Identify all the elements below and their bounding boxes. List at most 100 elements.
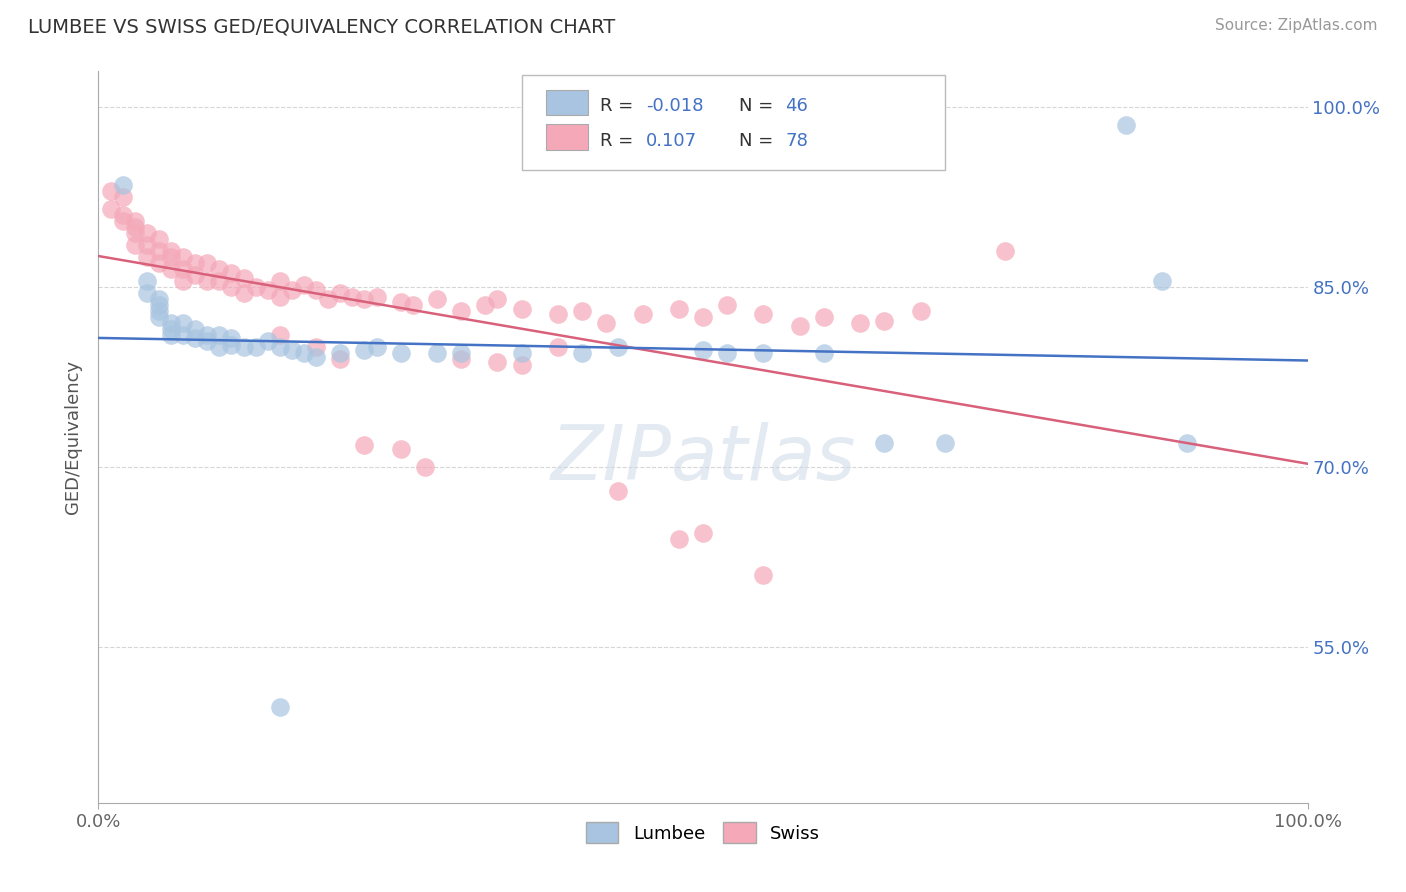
Point (716, 346, 738, 360)
Point (195, 274, 218, 288)
Point (994, 244, 1017, 259)
Point (124, 220, 146, 235)
Point (269, 290, 291, 304)
Point (135, 238, 157, 252)
Point (281, 283, 304, 297)
Point (716, 298, 738, 312)
Point (316, 292, 339, 306)
Point (172, 274, 194, 288)
Point (135, 250, 157, 264)
Text: R =: R = (600, 132, 640, 150)
Point (668, 301, 690, 316)
Point (148, 310, 170, 325)
Point (232, 270, 254, 285)
Point (292, 277, 315, 292)
Point (547, 307, 569, 321)
Point (124, 214, 146, 228)
Point (510, 346, 533, 360)
Point (135, 274, 157, 288)
Point (752, 346, 775, 360)
Point (148, 256, 170, 270)
Point (269, 699, 291, 714)
Point (160, 262, 183, 277)
Point (256, 283, 278, 297)
Point (111, 208, 134, 222)
Point (184, 330, 207, 344)
Point (160, 250, 183, 264)
Point (486, 354, 509, 368)
Point (172, 316, 194, 330)
Point (148, 244, 170, 259)
FancyBboxPatch shape (546, 124, 588, 150)
Point (172, 250, 194, 264)
Point (111, 214, 134, 228)
Point (245, 340, 267, 354)
Text: Source: ZipAtlas.com: Source: ZipAtlas.com (1215, 18, 1378, 33)
Point (1115, 118, 1137, 132)
Point (813, 310, 835, 325)
Point (752, 307, 775, 321)
Point (160, 244, 183, 259)
Point (595, 316, 617, 330)
Point (426, 292, 449, 306)
Point (184, 256, 207, 270)
Point (160, 316, 183, 330)
Point (329, 346, 352, 360)
Point (692, 343, 714, 357)
Point (486, 292, 509, 306)
Point (547, 340, 569, 354)
Point (413, 460, 436, 475)
Point (221, 330, 243, 344)
Point (195, 256, 218, 270)
Point (100, 202, 122, 217)
Point (342, 290, 364, 304)
Point (281, 343, 304, 357)
Point (221, 337, 243, 351)
Point (232, 340, 254, 354)
Point (510, 358, 533, 372)
Point (607, 483, 630, 498)
Point (160, 322, 183, 336)
Point (353, 292, 375, 306)
Text: 78: 78 (785, 132, 808, 150)
Point (813, 346, 835, 360)
Point (873, 436, 896, 450)
Y-axis label: GED/Equivalency: GED/Equivalency (65, 360, 83, 514)
Text: N =: N = (740, 96, 779, 115)
Point (389, 346, 412, 360)
Point (305, 350, 328, 364)
Point (607, 340, 630, 354)
Point (305, 340, 328, 354)
Point (292, 346, 315, 360)
Point (366, 340, 388, 354)
Point (148, 304, 170, 318)
Point (353, 343, 375, 357)
Point (353, 438, 375, 452)
Point (631, 307, 654, 321)
Point (910, 304, 932, 318)
Point (208, 262, 231, 277)
Point (208, 274, 231, 288)
Text: 0.107: 0.107 (647, 132, 697, 150)
Point (692, 310, 714, 325)
Point (172, 328, 194, 343)
Point (402, 298, 425, 312)
Point (245, 280, 267, 294)
Point (184, 268, 207, 283)
Point (571, 304, 593, 318)
Point (135, 226, 157, 240)
Point (124, 226, 146, 240)
Point (934, 436, 956, 450)
Point (389, 442, 412, 456)
Point (256, 334, 278, 348)
Point (148, 298, 170, 312)
Point (208, 328, 231, 343)
Point (148, 232, 170, 246)
Text: N =: N = (740, 132, 779, 150)
Text: LUMBEE VS SWISS GED/EQUIVALENCY CORRELATION CHART: LUMBEE VS SWISS GED/EQUIVALENCY CORRELAT… (28, 18, 616, 37)
Point (571, 346, 593, 360)
Point (474, 298, 496, 312)
Point (111, 190, 134, 204)
Point (100, 184, 122, 198)
Point (148, 292, 170, 306)
